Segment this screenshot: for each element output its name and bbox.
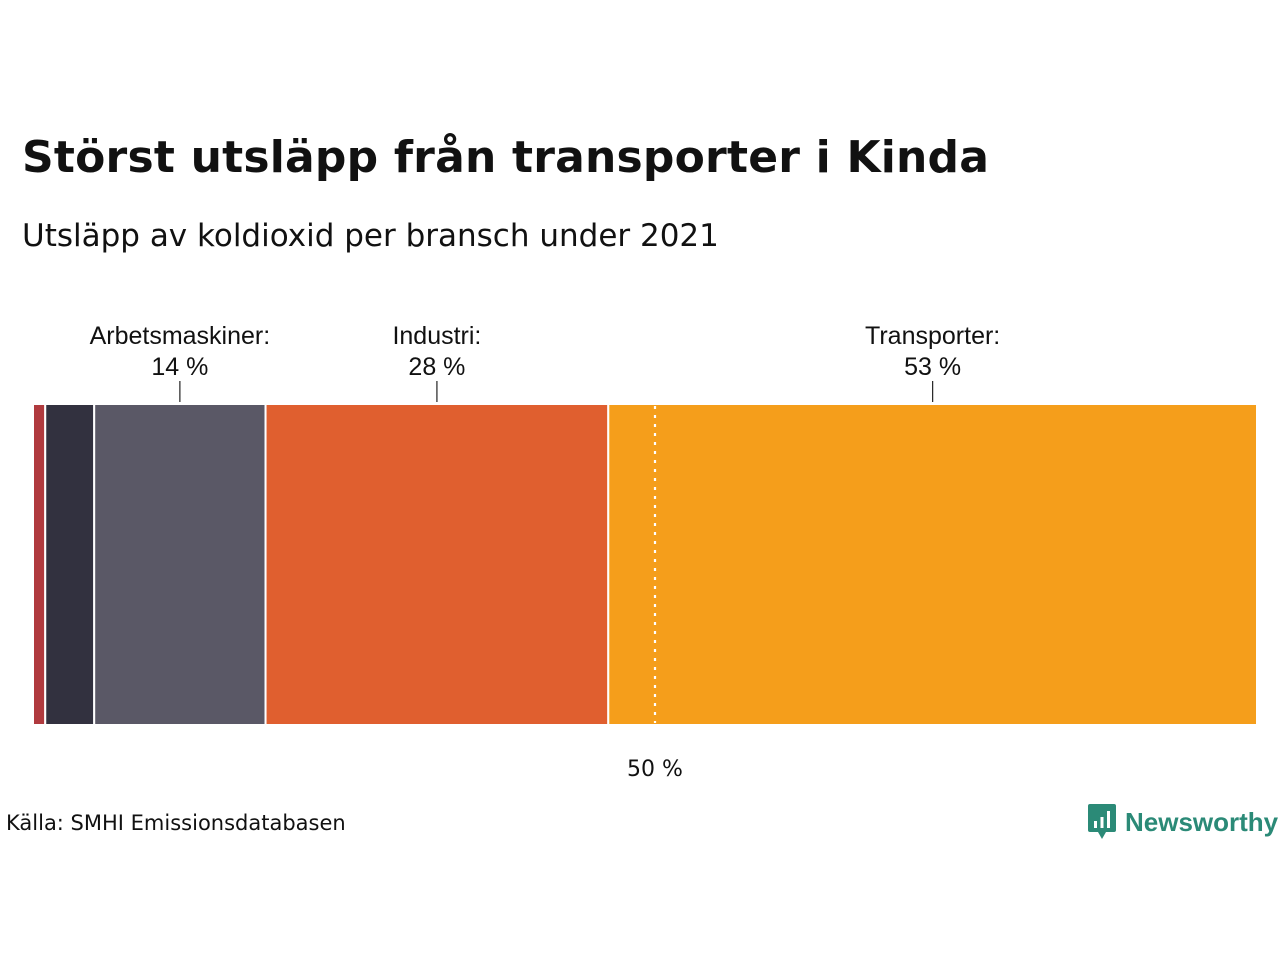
chart-subtitle: Utsläpp av koldioxid per bransch under 2… — [22, 218, 719, 254]
segment-label-name-industri: Industri: — [392, 322, 481, 350]
bar-segment-industri — [264, 403, 610, 726]
bar-segment-övrigt-2 — [44, 403, 96, 726]
bar-segment-övrigt — [32, 403, 47, 726]
newsworthy-logo: Newsworthy — [1088, 804, 1278, 840]
segment-label-value-transporter: 53 % — [904, 353, 961, 381]
bar-segment-arbetsmaskiner — [93, 403, 267, 726]
bar-segment-transporter — [607, 403, 1258, 726]
brand-name: Newsworthy — [1125, 806, 1279, 837]
segment-label-name-arbetsmaskiner: Arbetsmaskiner: — [90, 322, 271, 350]
source-note: Källa: SMHI Emissionsdatabasen — [6, 811, 346, 835]
reference-line-label: 50 % — [627, 757, 683, 782]
segment-label-name-transporter: Transporter: — [865, 322, 1000, 350]
chart-title: Störst utsläpp från transporter i Kinda — [22, 132, 990, 183]
segment-label-value-industri: 28 % — [408, 353, 465, 381]
segment-label-value-arbetsmaskiner: 14 % — [151, 353, 208, 381]
bar-chart-speech-icon — [1088, 804, 1116, 839]
